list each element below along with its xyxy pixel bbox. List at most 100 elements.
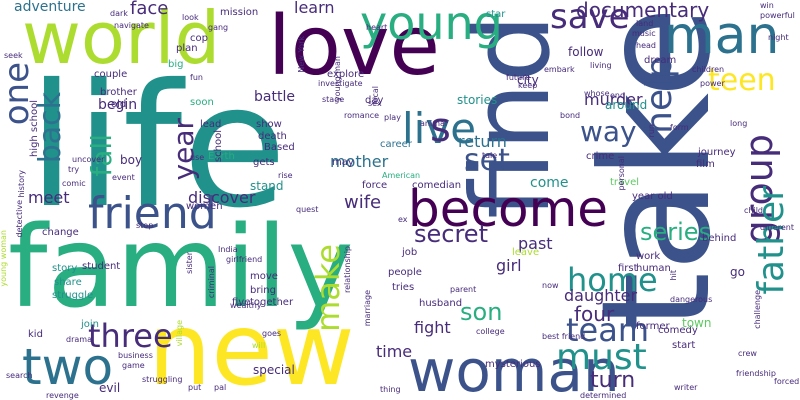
- word-put: put: [188, 383, 202, 392]
- word-year-old: year old: [632, 191, 673, 202]
- word-family: family: [8, 203, 354, 333]
- word-hit: hit: [669, 270, 678, 281]
- word-journey: journey: [698, 147, 736, 158]
- word-young-woman: young woman: [0, 230, 8, 287]
- word-teen: teen: [708, 63, 776, 98]
- word-turn: turn: [590, 368, 636, 393]
- word-world: world: [22, 0, 221, 80]
- word-long: long: [730, 119, 748, 128]
- word-wealthy: wealthy: [230, 301, 262, 310]
- word-bring: bring: [250, 285, 276, 296]
- word-look: look: [182, 13, 199, 22]
- word-fight: fight: [414, 318, 451, 337]
- word-tries: tries: [392, 282, 415, 293]
- word-revenge: revenge: [46, 391, 79, 400]
- word-four: four: [574, 302, 615, 326]
- word-friend: friend: [88, 188, 217, 239]
- word-bond: bond: [560, 111, 581, 120]
- word-power: power: [700, 79, 725, 88]
- word-move: move: [250, 271, 278, 282]
- word-leave: leave: [512, 247, 540, 258]
- word-history: history: [17, 170, 26, 198]
- word-american: American: [382, 171, 421, 180]
- word-boy: boy: [120, 153, 143, 167]
- word-stage: stage: [322, 95, 345, 104]
- word-animal: animal: [420, 119, 448, 128]
- word-different: different: [760, 223, 794, 232]
- word-back: back: [33, 92, 68, 164]
- word-join: join: [81, 319, 100, 330]
- word-series: series: [640, 218, 712, 246]
- word-crime: crime: [586, 151, 615, 162]
- word-old: old: [111, 99, 127, 110]
- word-young: young: [360, 0, 503, 50]
- word-whose: whose: [584, 89, 610, 98]
- word-share: share: [54, 277, 82, 288]
- word-set: set: [464, 143, 510, 178]
- word-husband: husband: [419, 298, 463, 309]
- word-former: former: [636, 321, 670, 332]
- word-must: must: [556, 337, 647, 378]
- word-drama: drama: [66, 335, 92, 344]
- word-death: death: [258, 131, 287, 142]
- word-past: past: [518, 234, 553, 253]
- word-force: force: [362, 180, 388, 191]
- word-big: big: [168, 59, 184, 70]
- word-criminal: criminal: [207, 266, 216, 299]
- word-behind: behind: [702, 233, 737, 244]
- word-night: night: [768, 33, 789, 42]
- word-mysterious: mysterious: [485, 359, 541, 370]
- word-star: star: [486, 9, 506, 20]
- word-year: year: [167, 118, 200, 181]
- word-murder: murder: [584, 90, 643, 109]
- word-business: business: [118, 351, 153, 360]
- word-sex: sex: [368, 99, 382, 108]
- word-job: job: [402, 247, 418, 258]
- word-navigate: navigate: [114, 21, 149, 30]
- word-goes: goes: [262, 329, 282, 338]
- word-student: student: [82, 261, 121, 272]
- word-make: make: [309, 244, 347, 332]
- word-girl: girl: [496, 256, 522, 275]
- word-human: human: [636, 263, 671, 274]
- word-will: will: [252, 341, 266, 350]
- word-gets: gets: [253, 157, 275, 168]
- word-cop: cop: [190, 33, 208, 44]
- word-kid: kid: [28, 329, 43, 340]
- word-may: may: [332, 157, 354, 168]
- word-people: people: [388, 267, 422, 278]
- word-around: around: [605, 98, 648, 112]
- word-crew: crew: [738, 349, 757, 358]
- word-man: man: [664, 6, 780, 66]
- word-comedy: comedy: [658, 325, 698, 336]
- word-wife: wife: [344, 192, 382, 213]
- word-now: now: [542, 281, 559, 290]
- word-forced: forced: [774, 377, 800, 386]
- word-day: day: [365, 95, 384, 106]
- word-show: show: [256, 119, 282, 130]
- word-best-friend: best friend: [542, 332, 586, 341]
- word-return: return: [458, 132, 507, 151]
- word-stand: stand: [250, 179, 284, 193]
- word-team: team: [566, 311, 650, 349]
- word-search: search: [6, 371, 33, 380]
- word-pal: pal: [214, 383, 227, 392]
- word-romance: romance: [344, 111, 380, 120]
- word-mother: mother: [330, 152, 389, 171]
- word-come: come: [530, 175, 569, 191]
- word-struggling: struggling: [142, 375, 183, 384]
- word-soon: soon: [190, 97, 214, 108]
- word-rise: rise: [278, 171, 293, 180]
- word-change: change: [42, 227, 79, 238]
- word-game: game: [122, 361, 145, 370]
- word-two: two: [22, 338, 114, 396]
- word-new: new: [148, 291, 355, 400]
- word-quest: quest: [296, 205, 319, 214]
- word-lead: lead: [200, 119, 222, 130]
- word-parent: parent: [450, 285, 477, 294]
- word-son: son: [460, 298, 503, 326]
- word-home: home: [567, 261, 658, 299]
- word-save: save: [550, 0, 630, 37]
- word-sister: sister: [185, 252, 194, 274]
